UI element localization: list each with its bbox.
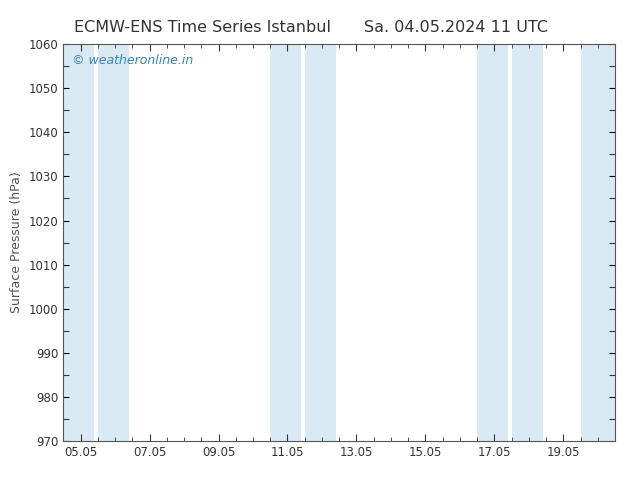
Bar <box>98 44 129 441</box>
Text: ECMW-ENS Time Series Istanbul: ECMW-ENS Time Series Istanbul <box>74 20 332 35</box>
Bar <box>477 44 508 441</box>
Text: Sa. 04.05.2024 11 UTC: Sa. 04.05.2024 11 UTC <box>365 20 548 35</box>
Bar <box>63 44 94 441</box>
Bar <box>581 44 615 441</box>
Y-axis label: Surface Pressure (hPa): Surface Pressure (hPa) <box>10 172 23 314</box>
Bar <box>305 44 336 441</box>
Bar <box>512 44 543 441</box>
Bar <box>270 44 301 441</box>
Text: © weatheronline.in: © weatheronline.in <box>72 54 193 67</box>
